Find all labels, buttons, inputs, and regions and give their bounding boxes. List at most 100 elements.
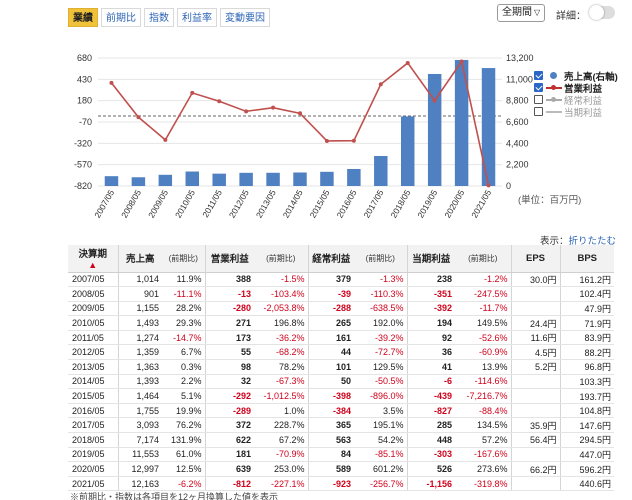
column-header-10: BPS bbox=[559, 245, 614, 273]
table-cell: 3,093 bbox=[117, 417, 162, 434]
table-cell: -638.5% bbox=[354, 301, 407, 317]
legend-operating-label: 営業利益 bbox=[564, 83, 603, 95]
table-cell: 285 bbox=[406, 417, 455, 434]
table-cell: -7,216.7% bbox=[455, 388, 511, 404]
legend-operating-profit[interactable]: 営業利益 bbox=[534, 82, 618, 95]
tab-0[interactable]: 業績 bbox=[68, 8, 98, 27]
x-tick-label: 2020/05 bbox=[442, 188, 466, 220]
column-header-label: BPS bbox=[577, 252, 598, 264]
table-cell: 379 bbox=[307, 272, 354, 288]
table-cell: 447.0円 bbox=[559, 447, 614, 463]
table-cell: -50.5% bbox=[354, 374, 407, 390]
table-cell: 5.2円 bbox=[510, 359, 560, 375]
x-tick-label: 2017/05 bbox=[362, 188, 386, 220]
table-cell: -110.3% bbox=[354, 286, 407, 302]
table-cell: -351 bbox=[406, 286, 455, 302]
table-row: 2009/05 1,155 28.2% -280 -2,053.8% -288 -638.5… bbox=[68, 301, 614, 317]
right-tick-label: 2,200 bbox=[506, 160, 529, 170]
table-cell: -39.2% bbox=[354, 330, 407, 346]
right-tick-label: 11,000 bbox=[506, 74, 533, 84]
table-cell: -319.8% bbox=[455, 476, 511, 492]
column-header-3: 営業利益 bbox=[204, 245, 254, 273]
table-cell: 96.8円 bbox=[559, 359, 614, 375]
period-select[interactable]: 全期間 ▽ bbox=[497, 4, 546, 22]
detail-toggle[interactable] bbox=[589, 5, 615, 20]
legend-net-checkbox[interactable] bbox=[534, 107, 543, 116]
table-cell: -1,156 bbox=[406, 476, 455, 492]
table-cell: 32 bbox=[204, 374, 254, 390]
left-tick-label: 430 bbox=[77, 74, 92, 84]
table-cell: -289 bbox=[204, 403, 254, 419]
table-cell: 1,393 bbox=[117, 374, 162, 390]
legend-operating-checkbox[interactable] bbox=[534, 83, 543, 92]
legend-ordinary-profit[interactable]: 経常利益 bbox=[534, 94, 618, 107]
table-cell: -439 bbox=[406, 388, 455, 404]
table-cell: -1.2% bbox=[455, 272, 511, 288]
table-cell: -2,053.8% bbox=[254, 301, 308, 317]
table-cell: 55 bbox=[204, 344, 254, 361]
tab-1[interactable]: 前期比 bbox=[101, 8, 141, 27]
legend-ordinary-checkbox[interactable] bbox=[534, 95, 543, 104]
table-cell: 1.0% bbox=[254, 403, 308, 419]
table-cell: 1,363 bbox=[117, 359, 162, 375]
table-cell bbox=[510, 403, 560, 419]
table-cell: -68.2% bbox=[254, 344, 308, 361]
column-header-label: (前期比) bbox=[168, 253, 198, 263]
legend-net-profit[interactable]: 当期利益 bbox=[534, 106, 618, 119]
table-cell: -70.9% bbox=[254, 447, 308, 463]
table-cell: 526 bbox=[406, 461, 455, 477]
legend-sales-checkbox[interactable] bbox=[534, 71, 543, 80]
view-tabs: 業績 前期比 指数 利益率 変動要因 bbox=[68, 8, 270, 27]
table-cell: -384 bbox=[307, 403, 354, 419]
x-tick-label: 2016/05 bbox=[335, 188, 359, 220]
table-cell: 901 bbox=[117, 286, 162, 302]
table-cell: 1,155 bbox=[117, 301, 162, 317]
table-row: 2016/05 1,755 19.9% -289 1.0% -384 3.5% -827 -88… bbox=[68, 403, 614, 419]
table-cell: 11.6円 bbox=[510, 330, 560, 346]
financial-table: 決算期 ▲ 売上高 (前期比) 営業利益 (前期比) 経常利益 (前期比) 当期利益 (前期比) E… bbox=[68, 245, 614, 492]
right-tick-label: 6,600 bbox=[506, 117, 529, 127]
tab-3[interactable]: 利益率 bbox=[177, 8, 217, 27]
sales-bar bbox=[427, 73, 442, 186]
table-cell: 2019/05 bbox=[68, 447, 118, 463]
table-row: 2017/05 3,093 76.2% 372 228.7% 365 195.1% 285 13… bbox=[68, 417, 614, 434]
left-tick-label: -320 bbox=[74, 138, 92, 148]
sales-bar bbox=[320, 171, 334, 186]
tab-2[interactable]: 指数 bbox=[144, 8, 174, 27]
table-row: 2018/05 7,174 131.9% 622 67.2% 563 54.2% 448 57.… bbox=[68, 432, 614, 448]
table-cell: 28.2% bbox=[162, 301, 205, 317]
table-cell: -827 bbox=[406, 403, 455, 419]
table-cell: 103.3円 bbox=[559, 374, 614, 390]
table-cell: 131.9% bbox=[162, 432, 205, 448]
table-cell: 161 bbox=[307, 330, 354, 346]
table-header-row: 決算期 ▲ 売上高 (前期比) 営業利益 (前期比) 経常利益 (前期比) 当期利益 (前期比) E… bbox=[68, 245, 614, 273]
column-header-8: (前期比) bbox=[455, 245, 511, 273]
left-tick-label: -570 bbox=[74, 160, 92, 170]
performance-chart: 680 430 180 -70 -320 -570 -820 13,200 11,000 8,80… bbox=[74, 53, 534, 220]
sort-ascending-icon[interactable]: ▲ bbox=[88, 260, 98, 271]
right-tick-label: 13,200 bbox=[506, 53, 534, 63]
fold-link[interactable]: 折りたたむ bbox=[568, 236, 617, 247]
tab-4[interactable]: 変動要因 bbox=[220, 8, 270, 27]
table-cell: 2.2% bbox=[162, 374, 205, 390]
table-cell: 2020/05 bbox=[68, 461, 118, 477]
operating-profit-point bbox=[190, 90, 195, 95]
table-cell: 563 bbox=[307, 432, 354, 448]
table-cell: 1,274 bbox=[117, 330, 162, 346]
left-tick-label: -820 bbox=[74, 181, 92, 191]
grey-plain-line-icon bbox=[546, 107, 562, 116]
table-cell: 35.9円 bbox=[510, 417, 560, 434]
table-cell: -167.6% bbox=[455, 447, 511, 463]
table-cell bbox=[510, 447, 560, 463]
column-header-0[interactable]: 決算期 ▲ bbox=[68, 245, 118, 273]
column-header-label: 営業利益 bbox=[210, 254, 249, 266]
x-tick-label: 2012/05 bbox=[227, 188, 251, 220]
right-tick-label: 8,800 bbox=[506, 96, 529, 106]
table-cell: 1,014 bbox=[117, 272, 162, 288]
sales-bar bbox=[481, 68, 496, 186]
table-cell: 2015/05 bbox=[68, 388, 118, 404]
column-header-2: (前期比) bbox=[162, 245, 205, 273]
legend-sales[interactable]: 売上高(右軸) bbox=[534, 70, 618, 83]
sales-bar bbox=[454, 59, 469, 186]
column-header-1: 売上高 bbox=[117, 245, 162, 273]
